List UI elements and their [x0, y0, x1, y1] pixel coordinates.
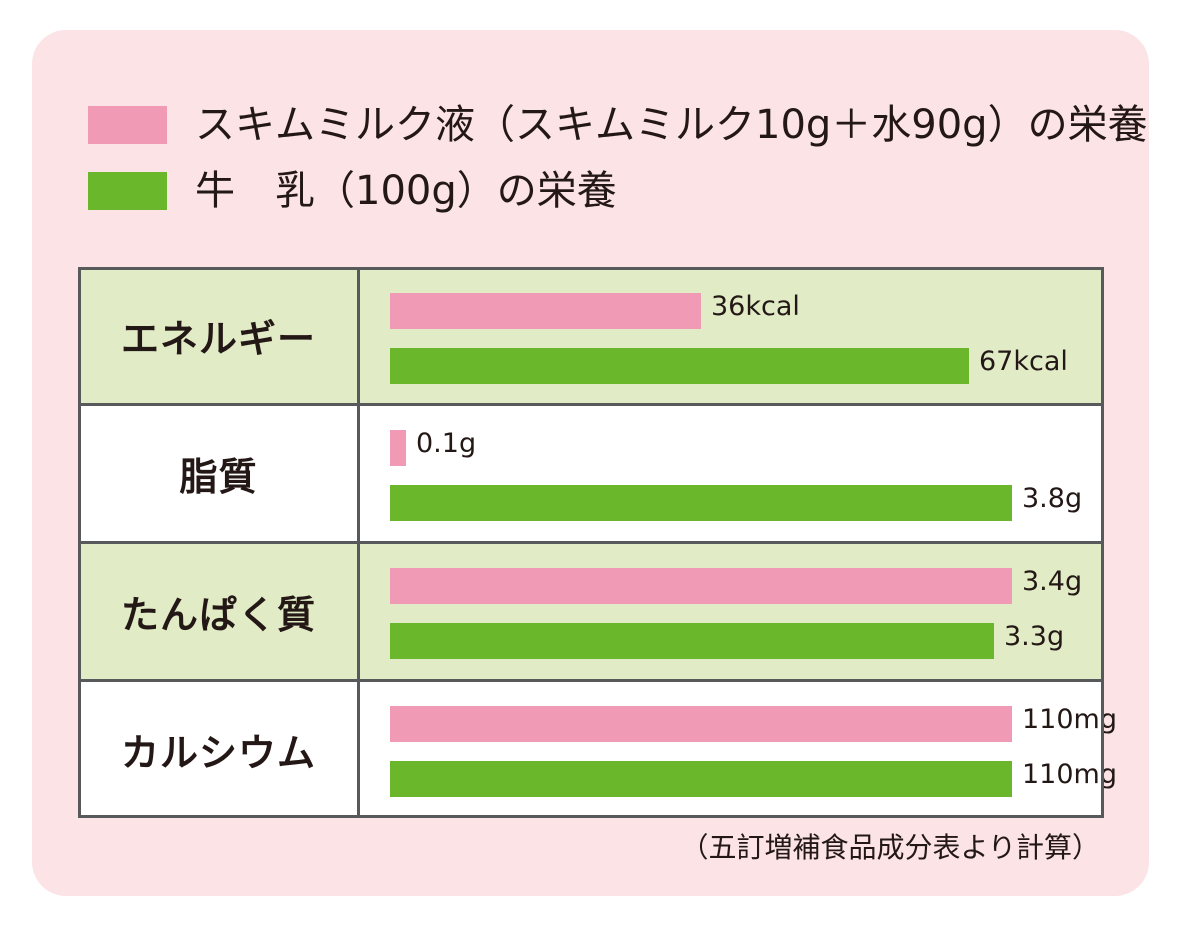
grid-line-top: [78, 267, 1104, 270]
data-label-milk: 67kcal: [979, 346, 1068, 377]
bar-milk: [390, 761, 1012, 797]
category-label: 脂質: [179, 454, 258, 499]
legend-swatch-milk: [88, 172, 167, 210]
data-label-milk: 3.3g: [1004, 621, 1065, 652]
legend-item-milk: 牛 乳（100g）の栄養: [88, 163, 617, 219]
chart-row: たんぱく質 3.4g 3.3g: [78, 542, 1104, 680]
grid-line-row: [78, 403, 1104, 406]
grid-line-row: [78, 679, 1104, 682]
legend-swatch-skim-milk: [88, 106, 167, 144]
bar-milk: [390, 348, 969, 384]
bar-skim-milk: [390, 293, 701, 329]
legend-item-skim-milk: スキムミルク液（スキムミルク10g＋水90g）の栄養: [88, 97, 1148, 153]
bar-milk: [390, 623, 994, 659]
data-label-skim-milk: 3.4g: [1022, 566, 1083, 597]
bar-milk: [390, 485, 1012, 521]
grid-line-bottom: [78, 815, 1104, 818]
legend-label-milk: 牛 乳（100g）の栄養: [195, 168, 617, 214]
category-label: エネルギー: [120, 317, 316, 361]
chart-row: 脂質 0.1g 3.8g: [78, 404, 1104, 542]
category-label: たんぱく質: [120, 592, 316, 637]
bar-skim-milk: [390, 568, 1012, 604]
category-label: カルシウム: [120, 730, 316, 775]
data-label-milk: 3.8g: [1022, 483, 1083, 514]
legend-label-skim-milk: スキムミルク液（スキムミルク10g＋水90g）の栄養: [195, 102, 1148, 148]
data-label-skim-milk: 36kcal: [711, 291, 800, 322]
chart-row: カルシウム 110mg 110mg: [78, 680, 1117, 818]
nutrition-bar-chart-table: エネルギー 36kcal 67kcal 脂質 0.1g 3.8g たんぱく質 3.4g 3.3g…: [78, 267, 1117, 818]
chart-row: エネルギー 36kcal 67kcal: [78, 267, 1104, 404]
grid-line-row: [78, 541, 1104, 544]
source-note: （五訂増補食品成分表より計算）: [680, 831, 1100, 864]
bar-skim-milk: [390, 430, 406, 466]
bar-skim-milk: [390, 706, 1012, 742]
data-label-skim-milk: 0.1g: [416, 428, 477, 459]
